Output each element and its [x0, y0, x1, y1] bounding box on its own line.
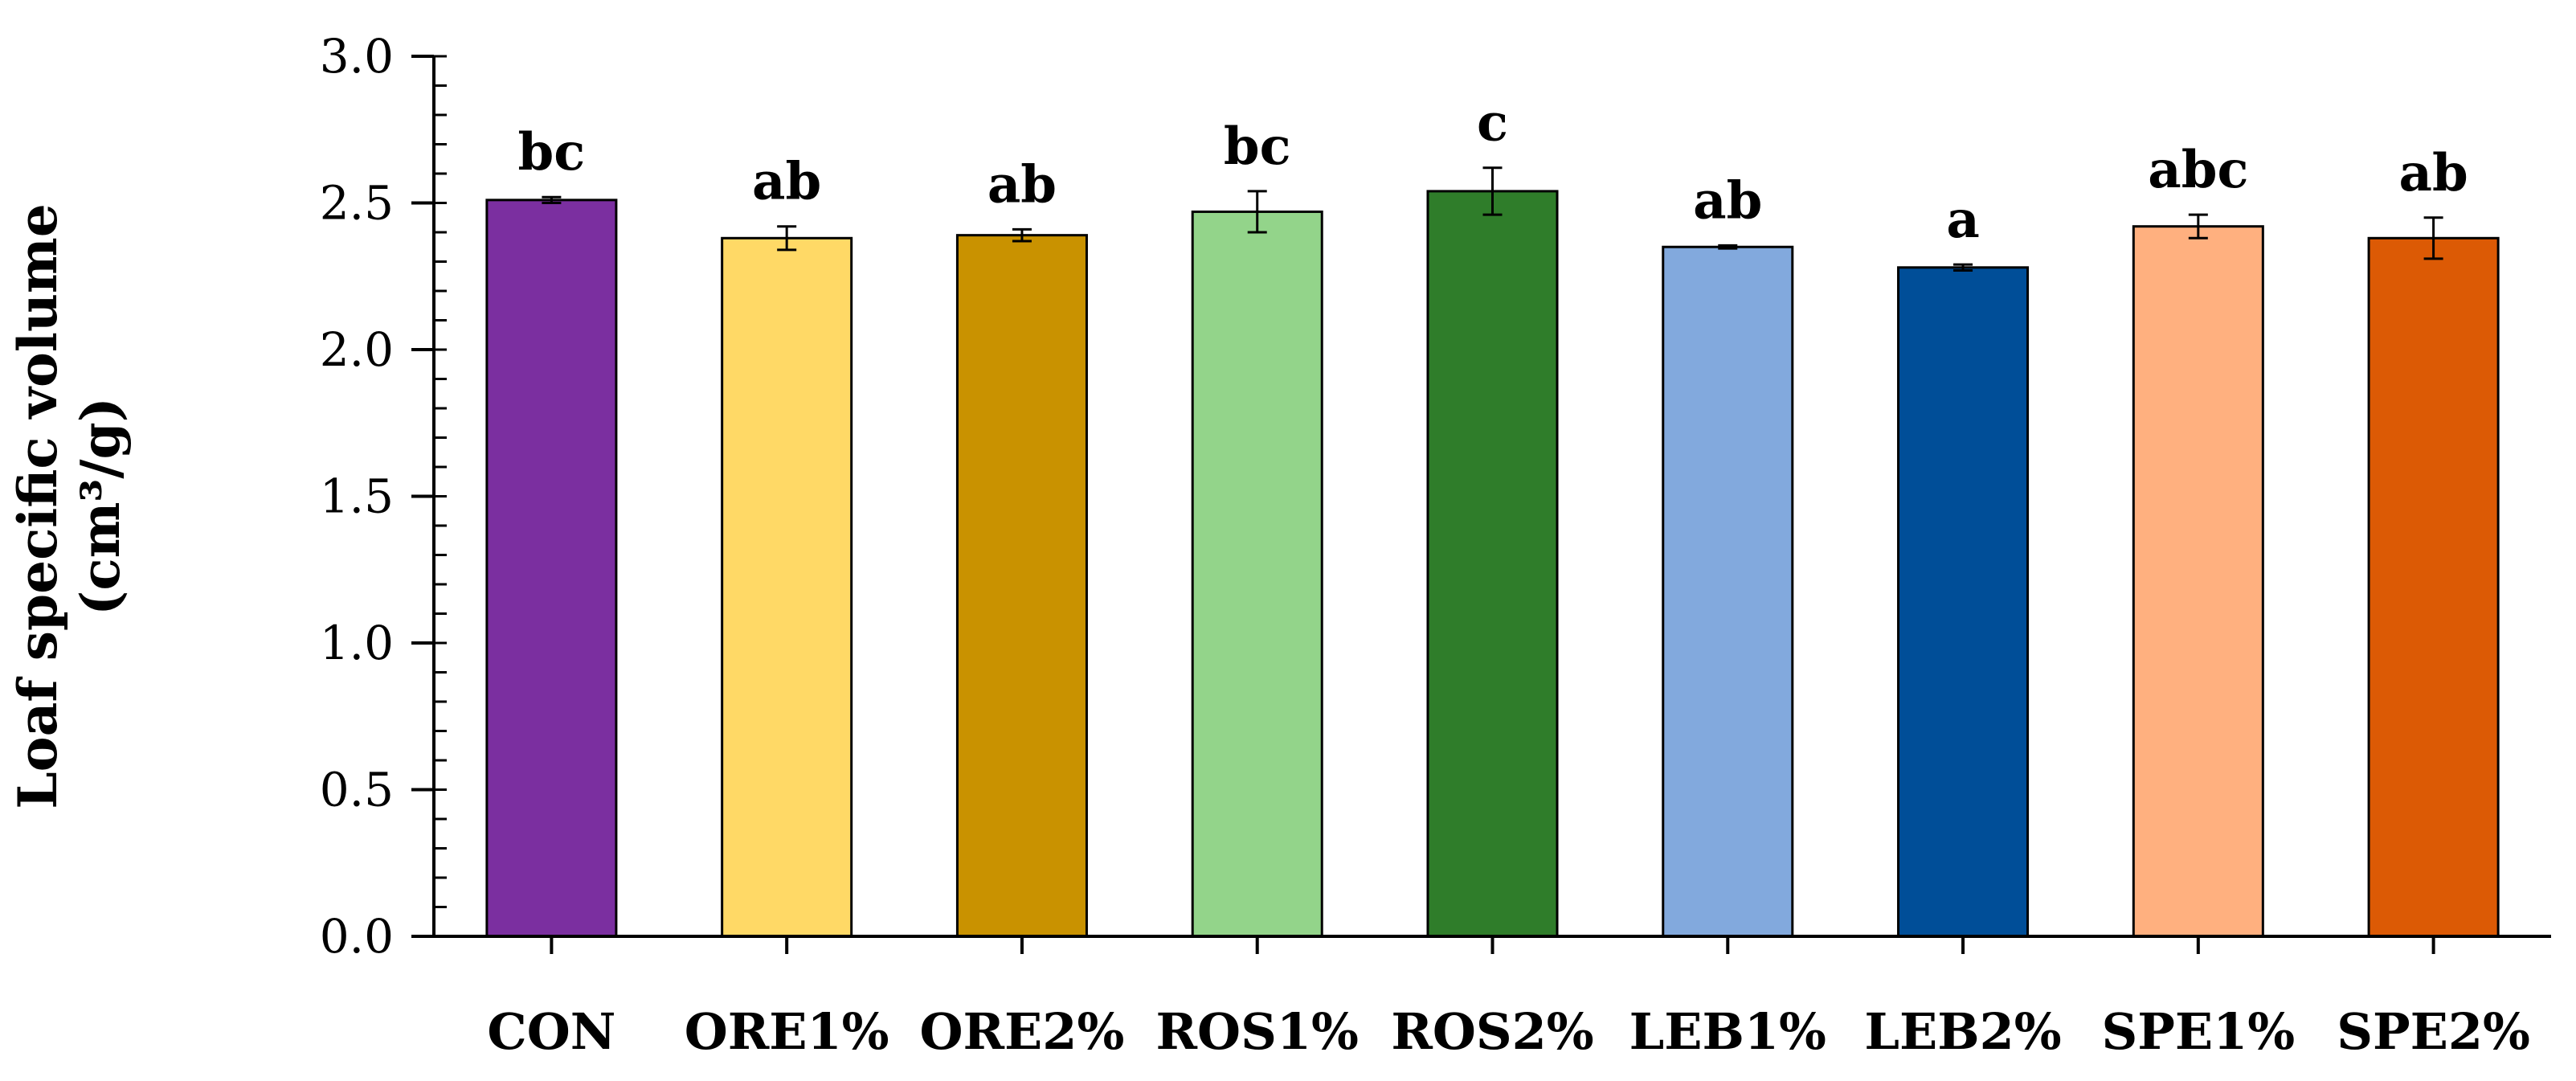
bars: bc ab ab bc c ab a abc ab: [485, 93, 2500, 938]
x-tick-label: LEB1%: [1629, 1002, 1826, 1061]
y-tick-label: 1.5: [320, 469, 394, 524]
x-tick-label: LEB2%: [1864, 1002, 2061, 1061]
bar-ros1-pct: [1191, 210, 1323, 938]
y-tick-label: 0.0: [320, 909, 394, 964]
y-axis-title: Loaf specific volume (cm³/g): [6, 203, 132, 809]
significance-label: bc: [1224, 117, 1291, 177]
y-tick-label: 1.0: [320, 616, 394, 670]
x-tick-label: SPE1%: [2101, 1002, 2295, 1061]
x-tick-label: ROS1%: [1156, 1002, 1359, 1061]
significance-label: a: [1946, 190, 1979, 250]
bar-leb1-pct: [1662, 245, 1794, 938]
bar-leb2-pct: [1897, 266, 2030, 938]
x-tick-label: ORE2%: [920, 1002, 1125, 1061]
y-tick-label: 0.5: [320, 763, 394, 817]
significance-label: abc: [2148, 140, 2248, 200]
significance-label: bc: [518, 122, 586, 182]
x-tick-label: CON: [487, 1002, 615, 1061]
y-tick-label: 2.5: [320, 176, 394, 231]
bar-spe2-pct: [2367, 236, 2500, 938]
y-tick-label: 2.0: [320, 322, 394, 377]
y-axis: 0.0 0.5 1.0 1.5 2.0 2.5 3.0: [320, 29, 447, 964]
significance-label: ab: [987, 154, 1057, 215]
y-tick-label: 3.0: [320, 29, 394, 84]
bar-spe1-pct: [2132, 225, 2264, 938]
y-axis-title-line2: (cm³/g): [69, 397, 132, 616]
x-tick-label: SPE2%: [2337, 1002, 2530, 1061]
x-axis: CON ORE1% ORE2% ROS1% ROS2% LEB1% LEB2% SPE1% SP…: [434, 935, 2551, 1061]
bar-ore1-pct: [721, 236, 853, 938]
x-tick-label: ROS2%: [1391, 1002, 1593, 1061]
bar-con: [485, 199, 618, 938]
x-tick-label: ORE1%: [685, 1002, 889, 1061]
significance-label: ab: [752, 152, 821, 212]
significance-label: c: [1477, 93, 1508, 154]
significance-label: ab: [1693, 170, 1762, 231]
significance-label: ab: [2399, 143, 2468, 203]
bar-ore2-pct: [955, 234, 1088, 938]
bar-ros2-pct: [1426, 190, 1559, 938]
y-axis-title-line1: Loaf specific volume: [6, 203, 69, 809]
